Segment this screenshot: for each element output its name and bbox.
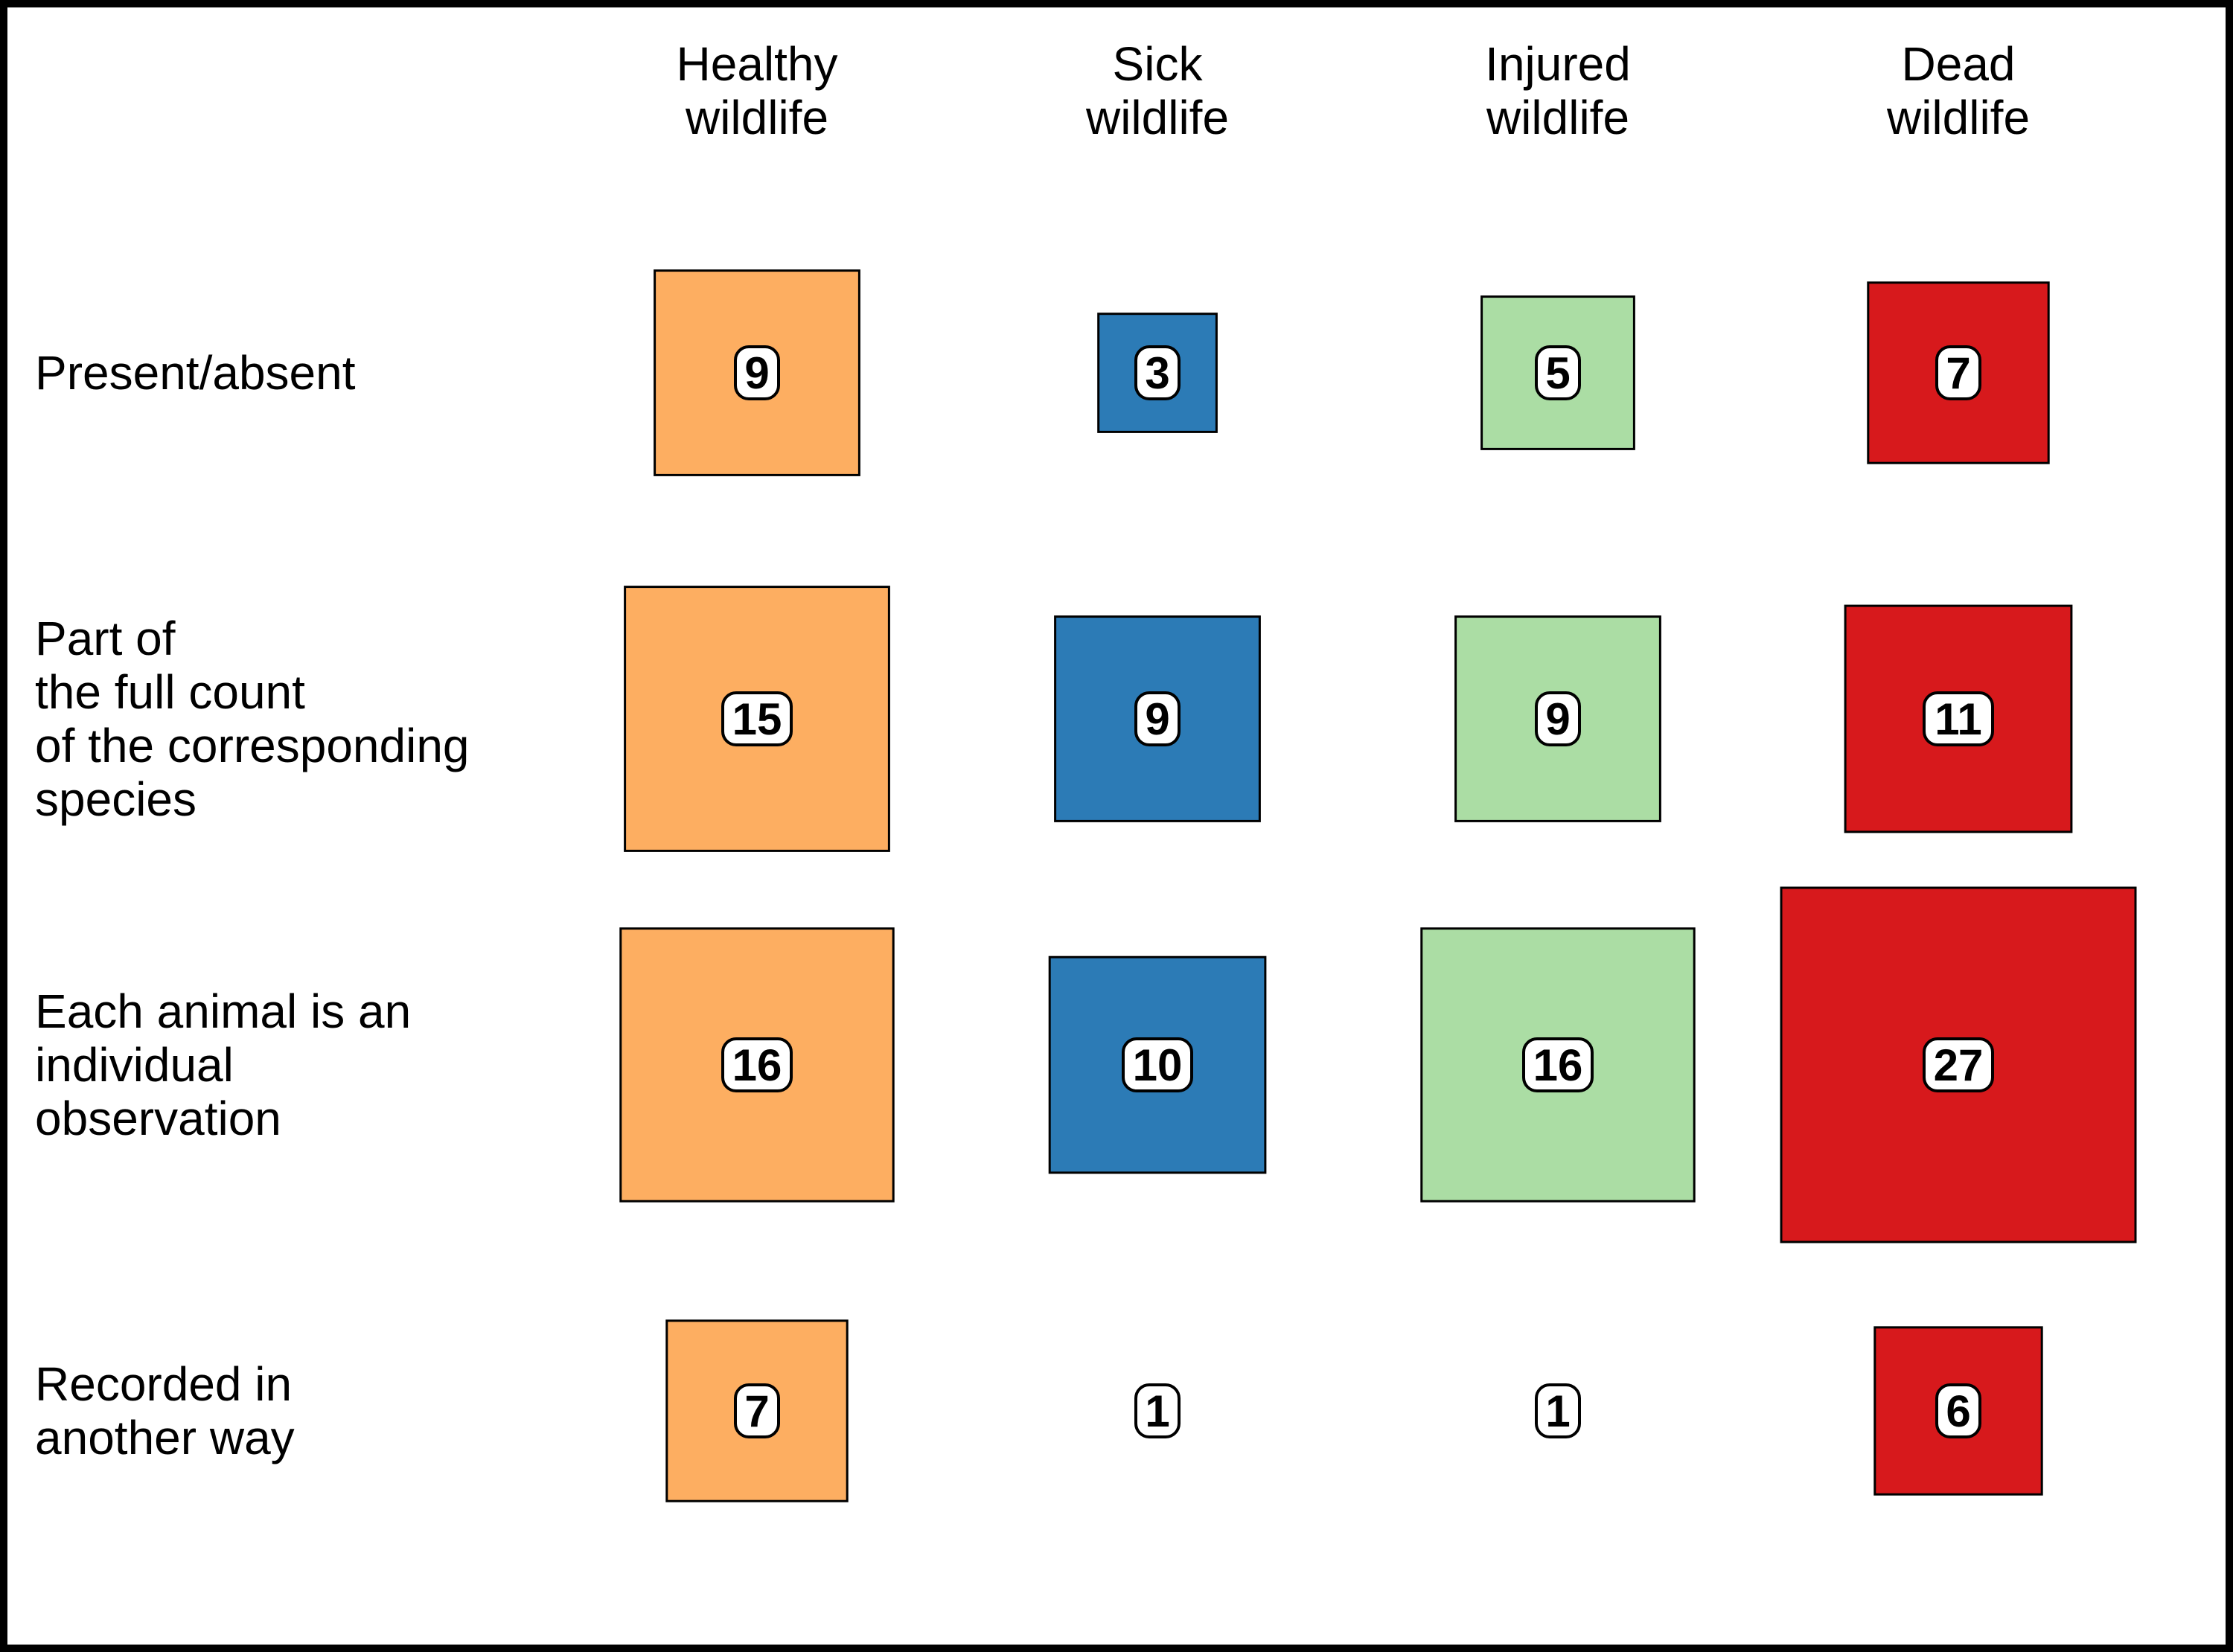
count-label: 15	[732, 694, 782, 744]
count-label: 5	[1545, 348, 1570, 398]
row-header: Part of the full count of the correspondin…	[35, 612, 470, 826]
count-badge	[1522, 1037, 1594, 1092]
count-badge	[1923, 1037, 1994, 1092]
count-label: 27	[1934, 1040, 1984, 1090]
row-header-line: Recorded in	[35, 1357, 292, 1411]
row-header-line: individual	[35, 1038, 234, 1092]
count-label: 9	[1145, 694, 1169, 744]
count-label: 7	[1946, 348, 1970, 398]
count-badge	[1535, 1383, 1581, 1438]
count-label: 1	[1145, 1386, 1169, 1436]
column-header-line: Dead	[1902, 37, 2016, 91]
count-badge	[734, 345, 780, 400]
row-header-line: Part of	[35, 612, 176, 665]
count-badge	[1535, 345, 1581, 400]
row-header-line: species	[35, 772, 197, 826]
row-header: Recorded in another way	[35, 1357, 295, 1464]
row-header-line: observation	[35, 1092, 281, 1145]
column-header-line: wildlife	[685, 91, 828, 144]
count-badge	[721, 691, 793, 746]
count-badge	[1122, 1037, 1193, 1092]
column-header: Injured wildlife	[1485, 37, 1631, 144]
count-badge	[1923, 691, 1994, 746]
column-header: Dead wildlife	[1886, 37, 2030, 144]
column-header-line: Sick	[1113, 37, 1204, 91]
count-label: 6	[1946, 1386, 1970, 1436]
column-header-line: wildlife	[1486, 91, 1629, 144]
count-badge	[1935, 345, 1981, 400]
count-badge	[721, 1037, 793, 1092]
row-headers: Present/absent Part of the full count of th…	[35, 346, 470, 1464]
row-header: Each animal is an individual observation	[35, 985, 411, 1145]
row-header-line: Each animal is an	[35, 985, 411, 1038]
column-header: Sick wildlife	[1085, 37, 1229, 144]
row-header-line: another way	[35, 1411, 295, 1464]
column-header-line: Injured	[1485, 37, 1631, 91]
row-header-line: the full count	[35, 665, 305, 719]
count-label: 16	[732, 1040, 782, 1090]
row-header-line: Present/absent	[35, 346, 356, 400]
count-badge	[1134, 345, 1181, 400]
count-label: 3	[1145, 348, 1169, 398]
row-header-line: of the corresponding	[35, 719, 470, 772]
column-header-line: wildlife	[1886, 91, 2030, 144]
column-header-line: wildlife	[1085, 91, 1229, 144]
count-label: 10	[1133, 1040, 1183, 1090]
count-badge	[1535, 691, 1581, 746]
count-label: 9	[744, 348, 769, 398]
count-badge	[734, 1383, 780, 1438]
count-badge	[1134, 1383, 1181, 1438]
column-header-line: Healthy	[677, 37, 838, 91]
count-label: 9	[1545, 694, 1570, 744]
count-label: 16	[1533, 1040, 1583, 1090]
count-label: 1	[1545, 1386, 1570, 1436]
count-label: 11	[1935, 694, 1981, 744]
count-label: 7	[744, 1386, 769, 1436]
count-badge	[1935, 1383, 1981, 1438]
column-header: Healthy wildlife	[677, 37, 838, 144]
count-badge	[1134, 691, 1181, 746]
row-header: Present/absent	[35, 346, 356, 400]
